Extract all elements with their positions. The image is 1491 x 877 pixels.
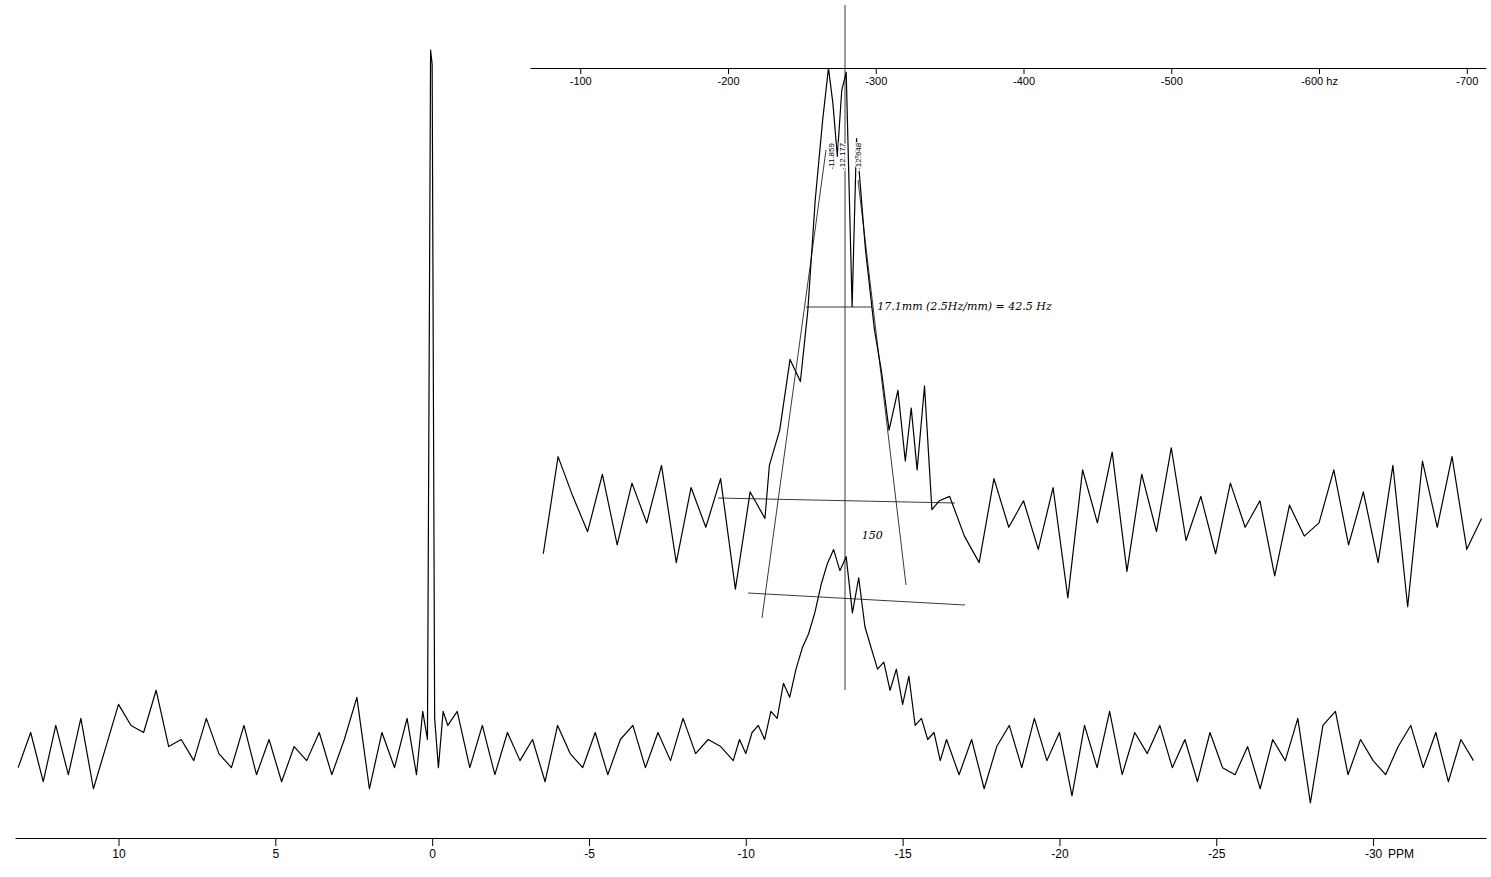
x-axis: 10 5 0 -5 -10 -15 -20 -25 -30 [16, 838, 1487, 861]
tick-label: -200 [717, 75, 739, 87]
tick-mark [903, 838, 904, 846]
tick-mark [1373, 838, 1374, 846]
hand-drawn-line [748, 593, 965, 605]
tick-mark [1171, 68, 1172, 74]
x-axis-title: PPM [1388, 847, 1414, 861]
annotation: 150 [862, 529, 883, 542]
hand-drawn-line [762, 150, 826, 618]
x-tick: 10 [112, 838, 126, 861]
tick-label: -15 [894, 847, 912, 861]
spectrum-panel: 10 5 0 -5 -10 -15 -20 -25 -30 PPM 150 [16, 50, 1487, 860]
tick-label: -500 [1161, 75, 1183, 87]
tick-label: 0 [429, 847, 436, 861]
tick-mark [589, 838, 590, 846]
x-tick: 0 [429, 838, 436, 861]
tick-label: -20 [1051, 847, 1069, 861]
tick-label: -700 [1456, 75, 1478, 87]
peak-label: -12.648 [854, 142, 863, 170]
tick-label: -25 [1208, 847, 1226, 861]
hand-drawn-lines [718, 5, 965, 690]
x-tick: -500 [1161, 68, 1183, 87]
spectrum-panel: -100-200-300-400-500-600 hz-700-11.859-1… [531, 68, 1487, 607]
tick-mark [432, 838, 433, 846]
tick-label: -10 [738, 847, 756, 861]
tick-mark [746, 838, 747, 846]
x-tick: -100 [570, 68, 592, 87]
tick-label: -5 [584, 847, 595, 861]
tick-mark [1467, 68, 1468, 74]
x-tick: -20 [1051, 838, 1069, 861]
plot-area [543, 68, 1481, 607]
tick-mark [1319, 68, 1320, 74]
tick-mark [1024, 68, 1025, 74]
hand-drawn-line [806, 307, 872, 308]
tick-label: -300 [865, 75, 887, 87]
plot-area [18, 50, 1473, 803]
x-tick: -600 hz [1301, 68, 1338, 87]
x-tick: 5 [272, 838, 279, 861]
x-tick: -200 [717, 68, 739, 87]
tick-label: 5 [272, 847, 279, 861]
tick-label: -400 [1013, 75, 1035, 87]
x-tick: -700 [1456, 68, 1478, 87]
annotation: 17.1mm (2.5Hz/mm) = 42.5 Hz [877, 300, 1052, 313]
tick-label: 10 [112, 847, 126, 861]
hand-drawn-line [845, 5, 846, 690]
x-tick: -15 [894, 838, 912, 861]
tick-mark [580, 68, 581, 74]
tick-label: -600 hz [1301, 75, 1338, 87]
x-tick: -10 [738, 838, 756, 861]
tick-mark [1059, 838, 1060, 846]
x-tick: -30 [1365, 838, 1383, 861]
axis-line [16, 838, 1487, 839]
tick-label: -30 [1365, 847, 1383, 861]
tick-mark [876, 68, 877, 74]
axis-line [531, 68, 1487, 69]
x-tick: -5 [584, 838, 595, 861]
tick-label: -100 [570, 75, 592, 87]
spectrum-figure: 1050-5-10-15-20-25-30PPM150-100-200-300-… [0, 0, 1491, 877]
tick-mark [119, 838, 120, 846]
x-tick: -300 [865, 68, 887, 87]
tick-mark [728, 68, 729, 74]
spectrum-line [18, 50, 1473, 803]
background [0, 0, 1491, 877]
x-tick: -25 [1208, 838, 1226, 861]
tick-mark [275, 838, 276, 846]
peak-label: -12.177 [838, 142, 847, 170]
x-axis: -100 -200 -300 -400 -500 -600 hz -700 [531, 68, 1487, 87]
spectrum-line [543, 68, 1481, 607]
peak-label: -11.859 [827, 143, 836, 170]
tick-mark [1216, 838, 1217, 846]
x-tick: -400 [1013, 68, 1035, 87]
chart-container: 1050-5-10-15-20-25-30PPM150-100-200-300-… [0, 0, 1491, 877]
